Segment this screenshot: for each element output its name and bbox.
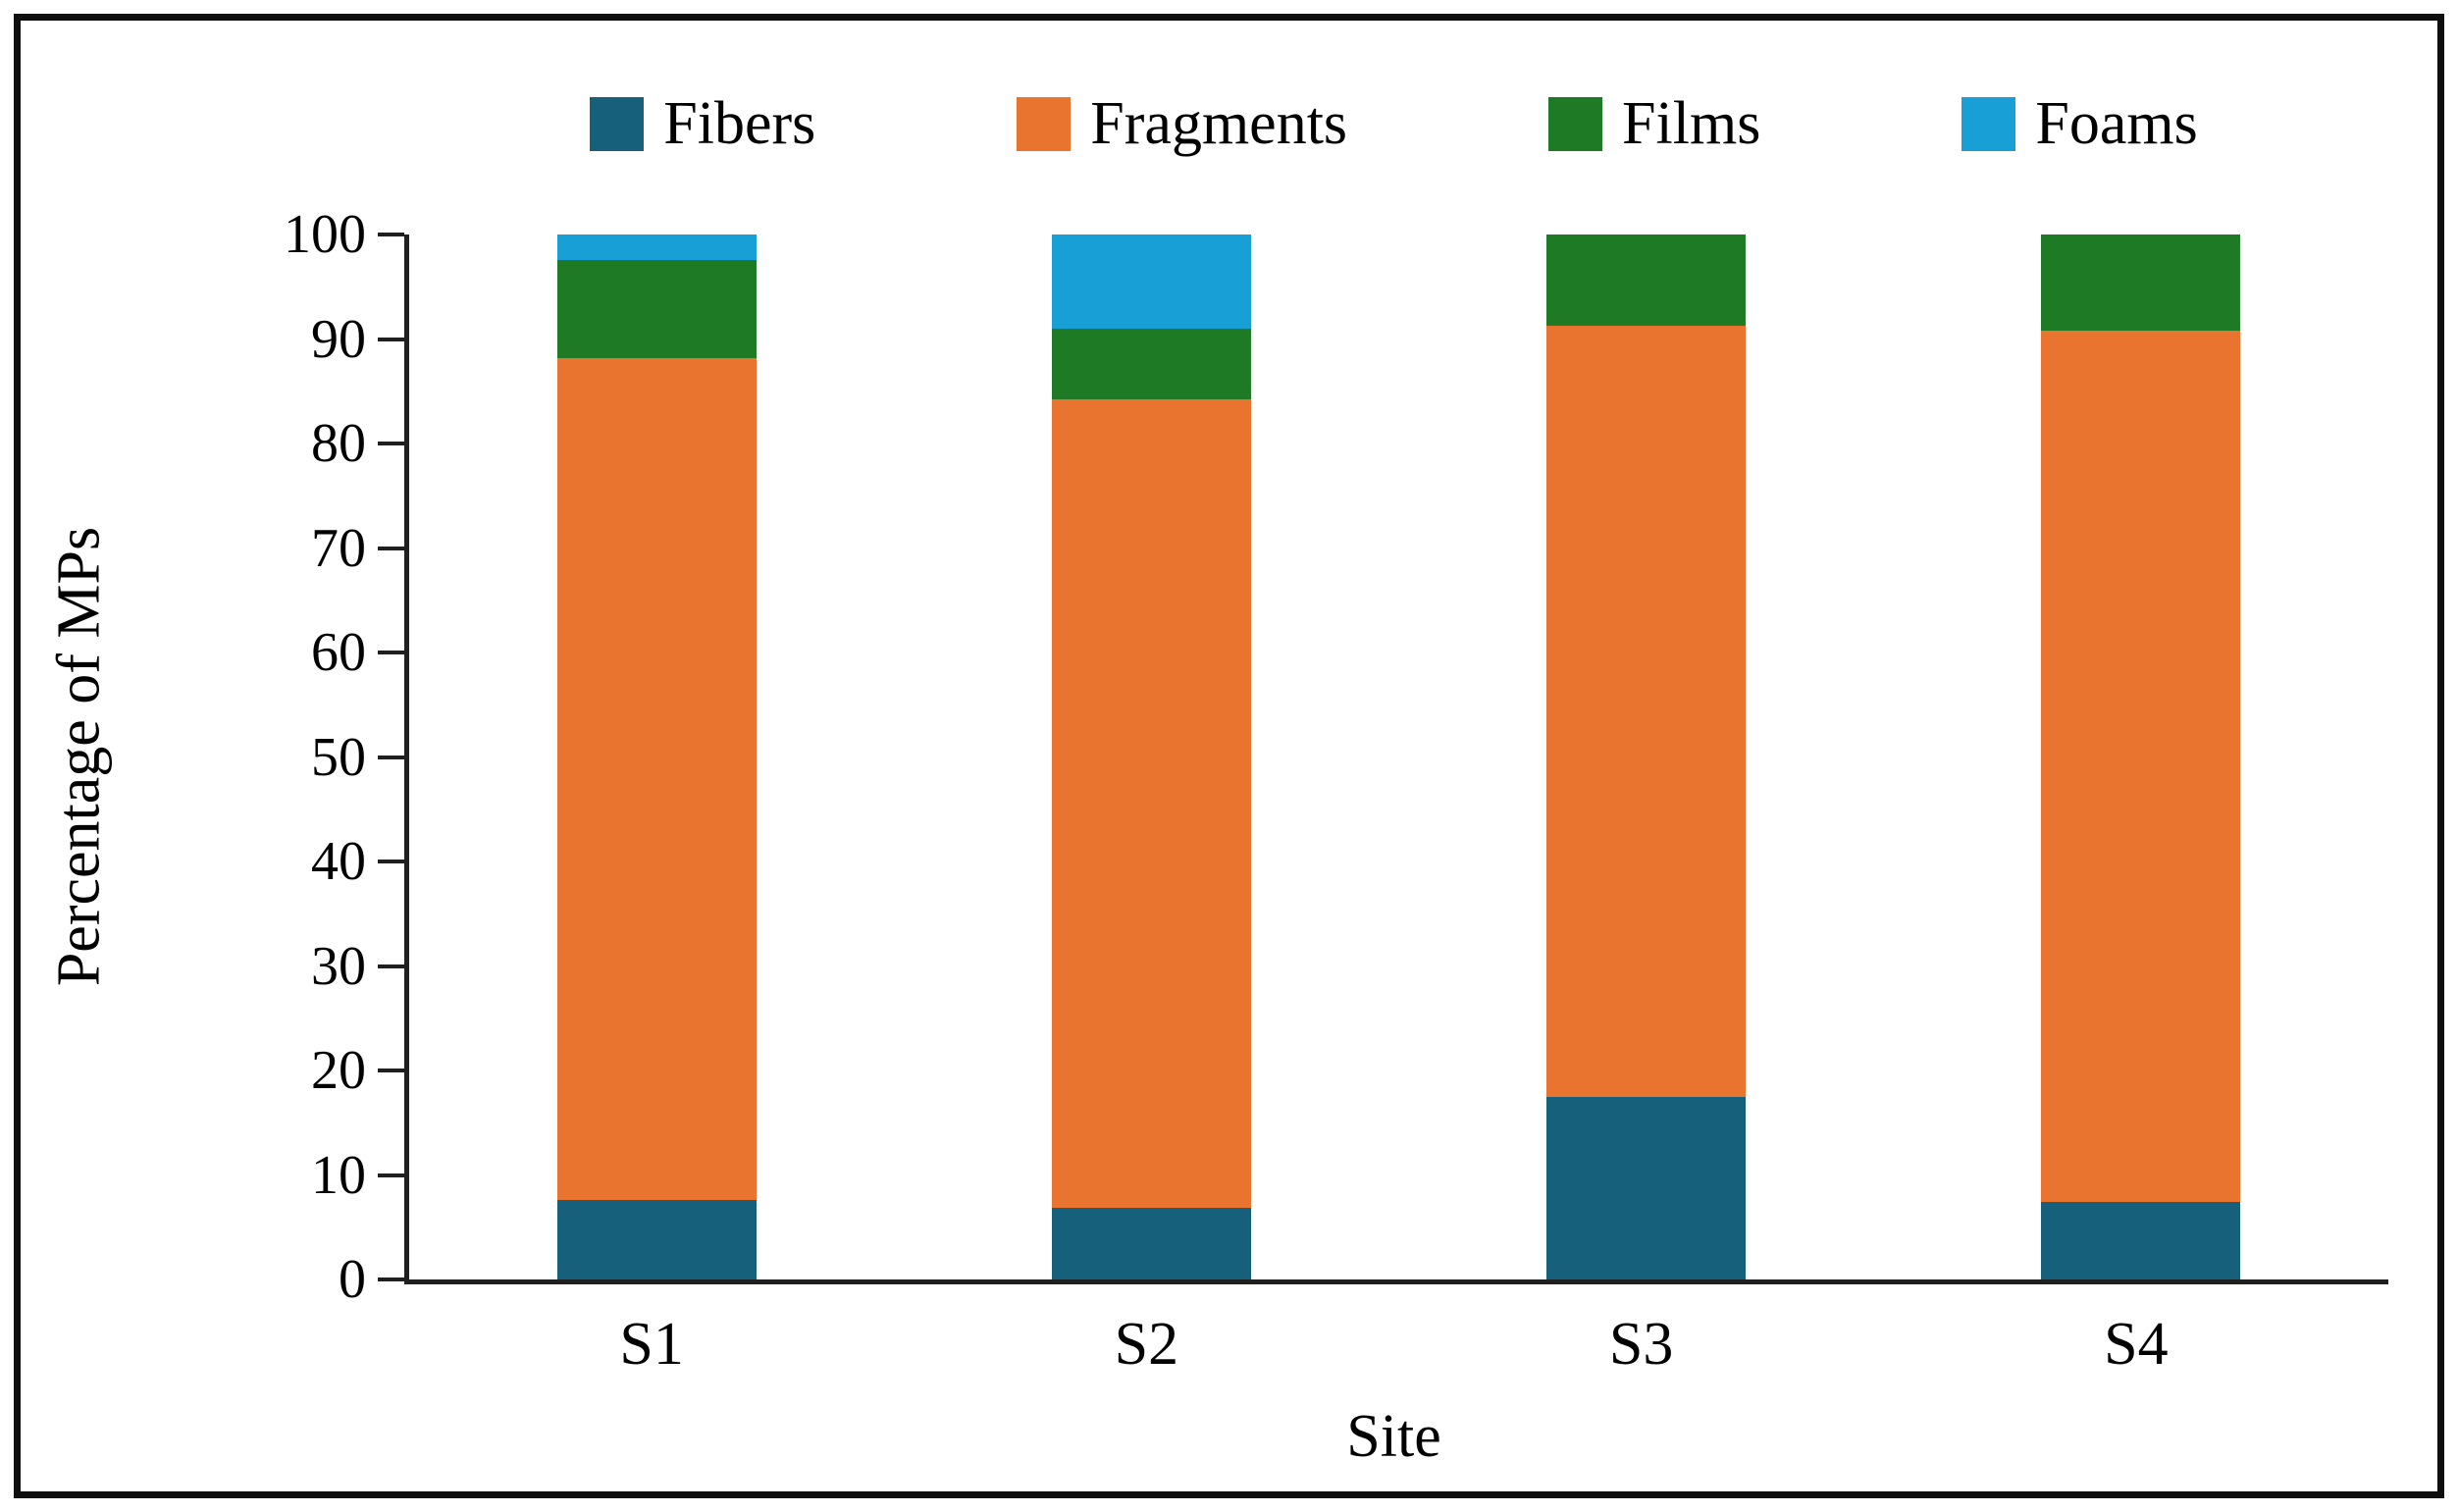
y-tick-mark-40 [378,860,404,863]
bar-segment-s1-films [556,259,757,358]
legend-swatch-foams [1961,96,2016,151]
bar-segment-s4-fragments [2041,331,2241,1203]
figure-border: Fibers Fragments Films Foams Percentage of … [14,14,2444,1498]
y-tick-mark-10 [378,1173,404,1177]
bar-s4 [1894,235,2388,1279]
y-tick-label-0: 0 [339,1249,366,1310]
legend-swatch-fibers [590,96,645,151]
legend-label-fibers: Fibers [663,90,816,157]
y-tick-label-90: 90 [311,308,366,370]
y-tick-label-80: 80 [311,413,366,474]
bar-segment-s2-fibers [1051,1207,1251,1279]
y-tick-mark-90 [378,337,404,341]
y-axis-title: Percentage of MPs [45,526,113,987]
legend-item-fragments: Fragments [1017,93,1347,154]
x-tick-label-s3: S3 [1608,1311,1674,1378]
legend-item-films: Films [1548,93,1760,154]
y-tick-mark-70 [378,546,404,550]
bar-segment-s2-foams [1051,235,1251,329]
bar-s1 [409,235,904,1279]
plot-area: 0 10 20 30 40 50 60 70 80 90 100 [284,207,2388,1307]
y-tick-label-10: 10 [311,1144,366,1206]
y-tick-mark-100 [378,233,404,236]
legend: Fibers Fragments Films Foams [404,93,2383,154]
y-tick-mark-30 [378,964,404,968]
legend-label-films: Films [1622,90,1761,157]
bar-segment-s2-fragments [1051,399,1251,1208]
y-tick-label-60: 60 [311,622,366,683]
x-axis-title: Site [1346,1403,1441,1470]
y-tick-label-30: 30 [311,935,366,997]
legend-label-foams: Foams [2035,90,2198,157]
bar-segment-s1-foams [556,235,757,260]
legend-item-foams: Foams [1961,90,2198,157]
y-tick-label-50: 50 [311,726,366,788]
legend-swatch-fragments [1017,96,1072,151]
y-tick-label-20: 20 [311,1040,366,1101]
bar-s3 [1399,235,1894,1279]
bar-segment-s1-fibers [556,1200,757,1279]
bar-segment-s3-fibers [1546,1096,1747,1279]
x-axis-category-labels: S1 S2 S3 S4 [404,1314,2383,1375]
y-tick-mark-0 [378,1277,404,1281]
y-tick-mark-20 [378,1069,404,1072]
bar-s2 [904,235,1398,1279]
bar-segment-s4-films [2041,235,2241,331]
bar-segment-s3-films [1546,235,1747,326]
x-tick-label-s4: S4 [2104,1311,2169,1378]
bars-container [409,235,2388,1279]
x-tick-label-s1: S1 [619,1311,684,1378]
x-tick-label-s2: S2 [1114,1311,1179,1378]
bar-segment-s1-fragments [556,357,757,1201]
y-tick-label-70: 70 [311,517,366,579]
legend-item-fibers: Fibers [590,93,815,154]
legend-swatch-films [1548,96,1603,151]
bar-segment-s2-films [1051,328,1251,400]
y-tick-mark-50 [378,755,404,759]
bar-segment-s4-fibers [2041,1202,2241,1279]
y-tick-label-100: 100 [284,204,366,265]
legend-label-fragments: Fragments [1090,90,1348,157]
y-tick-mark-80 [378,442,404,445]
bar-segment-s3-fragments [1546,325,1747,1097]
y-tick-mark-60 [378,651,404,654]
y-tick-label-40: 40 [311,831,366,892]
